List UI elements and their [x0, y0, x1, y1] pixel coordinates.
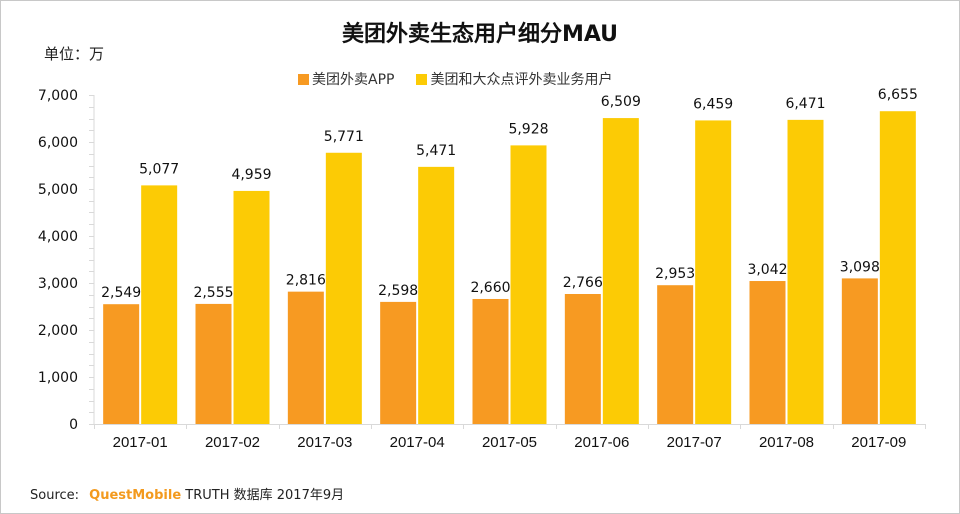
x-tick-label: 2017-01 [113, 434, 168, 451]
bar-app [472, 298, 509, 424]
data-label-app: 2,766 [563, 275, 603, 291]
legend-swatch-total [416, 73, 428, 85]
data-label-total: 6,459 [693, 96, 733, 112]
data-label-app: 2,549 [101, 285, 141, 301]
x-tick-label: 2017-08 [759, 434, 814, 451]
data-label-app: 2,953 [655, 266, 695, 282]
data-label-total: 5,077 [139, 161, 179, 177]
x-tick-label: 2017-07 [667, 434, 722, 451]
y-tick-label: 1,000 [38, 370, 78, 386]
bar-total [787, 119, 824, 424]
bar-total [879, 111, 916, 424]
x-tick-label: 2017-03 [297, 434, 352, 451]
unit-label: 单位：万 [44, 45, 105, 63]
legend-label-total: 美团和大众点评外卖业务用户 [430, 72, 613, 88]
data-label-total: 5,471 [416, 143, 456, 159]
bar-app [841, 278, 878, 424]
bar-total [325, 152, 362, 424]
data-label-app: 2,598 [378, 283, 418, 299]
legend-item-total: 美团和大众点评外卖业务用户 [416, 69, 612, 89]
bar-app [287, 291, 324, 424]
source-brand: QuestMobile [89, 488, 182, 503]
bar-total [602, 118, 639, 425]
bar-app [564, 293, 601, 424]
source-suffix: TRUTH 数据库 2017年9月 [185, 488, 345, 503]
y-tick-label: 2,000 [38, 323, 78, 339]
legend-swatch-app [298, 73, 309, 85]
x-tick-label: 2017-09 [851, 434, 906, 451]
y-tick-label: 7,000 [38, 88, 78, 104]
data-label-total: 4,959 [231, 167, 271, 183]
y-tick-label: 6,000 [38, 135, 78, 151]
x-tick-label: 2017-04 [390, 434, 445, 451]
data-label-app: 2,555 [193, 285, 233, 301]
legend-item-app: 美团外卖APP [298, 69, 394, 89]
bar-total [695, 120, 732, 424]
y-tick-label: 0 [69, 417, 78, 433]
bar-app [103, 304, 140, 424]
bar-total [233, 190, 270, 424]
data-label-total: 5,928 [508, 121, 548, 137]
bar-total [418, 166, 455, 424]
data-label-app: 3,042 [747, 262, 787, 278]
legend-label-app: 美团外卖APP [312, 72, 395, 88]
data-label-app: 3,098 [840, 259, 880, 275]
chart-title: 美团外卖生态用户细分MAU [341, 22, 619, 47]
bar-app [657, 285, 694, 424]
data-label-total: 6,509 [601, 94, 641, 110]
data-label-app: 2,816 [286, 273, 326, 289]
x-tick-label: 2017-02 [205, 434, 260, 451]
bar-app [195, 303, 232, 424]
data-label-app: 2,660 [470, 280, 510, 296]
bar-app [749, 281, 786, 424]
bar-total [141, 185, 178, 424]
bar-app [380, 301, 417, 424]
data-label-total: 6,655 [878, 87, 918, 103]
bar-total [510, 145, 547, 424]
source-note: Source: QuestMobile TRUTH 数据库 2017年9月 [30, 484, 344, 503]
data-label-total: 6,471 [785, 96, 825, 112]
data-label-total: 5,771 [324, 129, 364, 145]
y-tick-label: 5,000 [38, 182, 78, 198]
x-tick-label: 2017-06 [574, 434, 629, 451]
y-tick-label: 3,000 [38, 276, 78, 292]
legend: 美团外卖APP 美团和大众点评外卖业务用户 [298, 69, 612, 89]
y-tick-label: 4,000 [38, 229, 78, 245]
x-tick-label: 2017-05 [482, 434, 537, 451]
source-prefix: Source: [30, 488, 80, 503]
